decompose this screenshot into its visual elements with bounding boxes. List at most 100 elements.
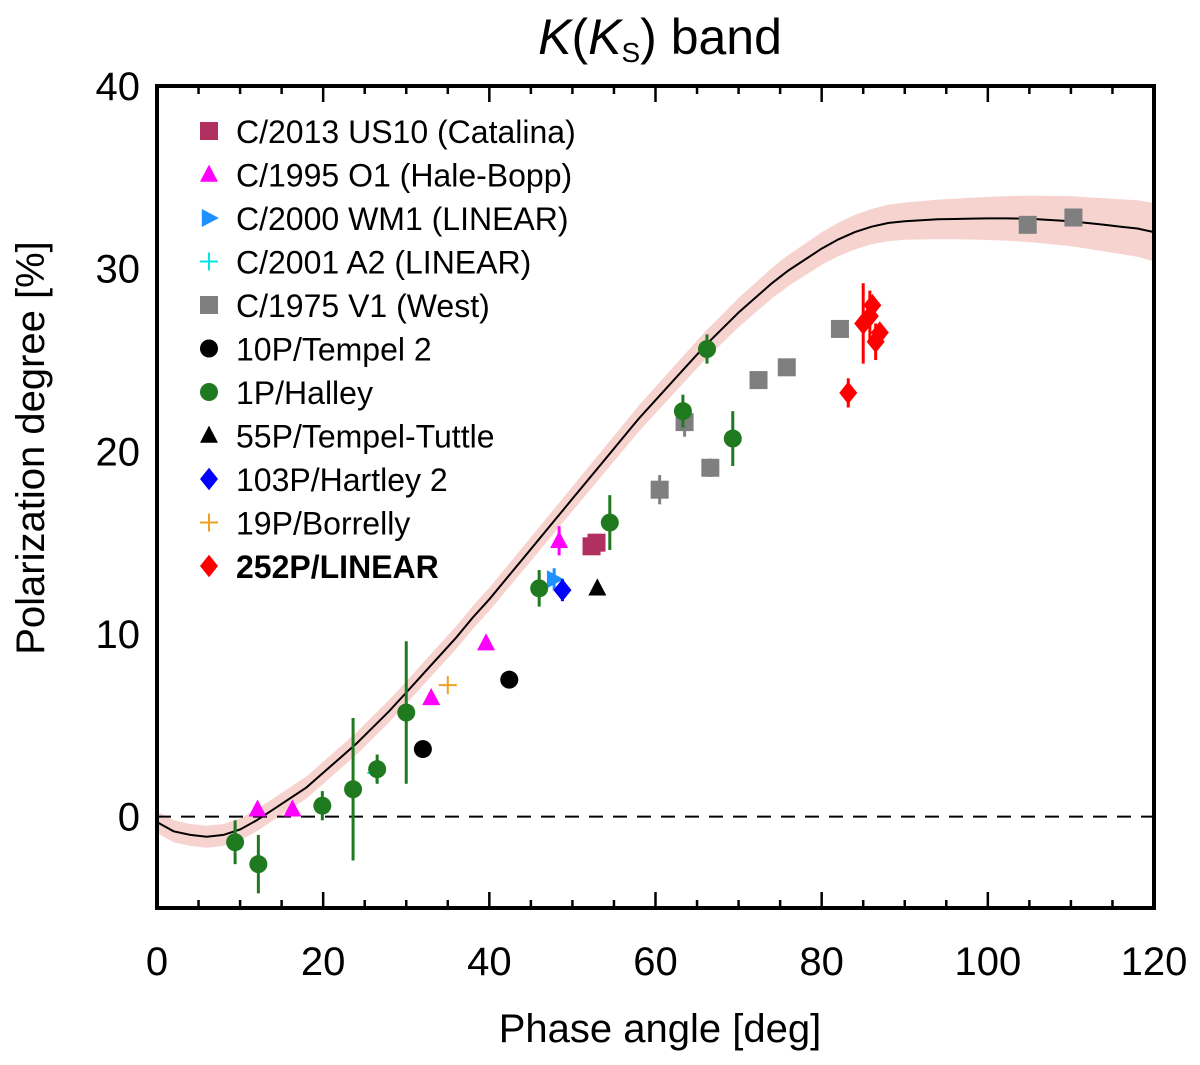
tick-labels-layer: 0 20 40 60 80 100 120 0 10 20 30 40	[96, 65, 1188, 984]
x-tick-label: 100	[954, 940, 1021, 984]
series-7	[588, 578, 607, 596]
series-6-point-10	[723, 429, 742, 448]
legend-marker-9	[200, 513, 218, 532]
series-0-point-1	[587, 533, 606, 552]
series-1-point-3	[477, 633, 496, 651]
series-6-point-0	[226, 833, 245, 852]
legend: C/2013 US10 (Catalina) C/1995 O1 (Hale-Bo…	[200, 114, 576, 585]
series-4-point-6	[1018, 215, 1037, 234]
chart-title-text: K(KS) band	[538, 9, 782, 68]
series-9	[438, 676, 457, 695]
x-tick-label: 20	[301, 940, 346, 984]
legend-marker-0	[200, 122, 218, 140]
series-4-point-7	[1064, 208, 1083, 227]
legend-item-6: 1P/Halley	[200, 375, 373, 411]
series-8	[553, 578, 572, 602]
series-10	[839, 283, 889, 408]
legend-item-2: C/2000 WM1 (LINEAR)	[201, 201, 569, 237]
legend-item-0: C/2013 US10 (Catalina)	[200, 114, 576, 150]
legend-label-2: C/2000 WM1 (LINEAR)	[236, 201, 569, 237]
legend-label-4: C/1975 V1 (West)	[236, 288, 490, 324]
x-tick-label: 60	[633, 940, 678, 984]
title-sub-main: K	[588, 9, 624, 65]
series-4-point-2	[701, 458, 720, 477]
fit-curve	[156, 217, 1155, 838]
series-10-point-3	[863, 293, 882, 317]
x-tick-label: 80	[799, 940, 844, 984]
series-6-point-7	[600, 513, 619, 532]
axes-layer	[155, 84, 1156, 910]
series-5-point-1	[500, 670, 519, 689]
legend-item-1: C/1995 O1 (Hale-Bopp)	[200, 158, 572, 194]
series-4	[650, 208, 1083, 505]
legend-item-3: C/2001 A2 (LINEAR)	[200, 245, 531, 281]
legend-label-5: 10P/Tempel 2	[236, 332, 432, 368]
series-1-point-4	[550, 530, 569, 549]
series-6-point-1	[249, 855, 268, 874]
series-7-point-0	[588, 578, 607, 596]
series-6	[226, 334, 742, 894]
series-6-point-2	[313, 796, 332, 815]
y-axis-label: Polarization degree [%]	[9, 241, 53, 655]
legend-label-8: 103P/Hartley 2	[236, 462, 448, 498]
legend-marker-10	[200, 554, 218, 578]
y-tick-label: 0	[118, 796, 140, 840]
legend-marker-5	[200, 339, 218, 358]
title-paren-open: (	[571, 9, 588, 65]
legend-label-7: 55P/Tempel-Tuttle	[236, 419, 494, 455]
legend-marker-6	[200, 383, 218, 401]
series-4-point-3	[749, 371, 768, 390]
x-tick-label: 0	[146, 940, 168, 984]
series-6-point-3	[344, 780, 363, 799]
series-5-point-0	[413, 740, 432, 759]
legend-marker-4	[200, 296, 218, 314]
legend-item-5: 10P/Tempel 2	[200, 332, 432, 368]
legend-item-7: 55P/Tempel-Tuttle	[200, 419, 494, 455]
series-6-point-5	[397, 703, 416, 722]
legend-item-4: C/1975 V1 (West)	[200, 288, 490, 324]
series-10-point-5	[870, 321, 889, 344]
title-rest: band	[657, 9, 782, 65]
series-4-point-5	[830, 319, 849, 338]
title-paren-close: )	[640, 9, 657, 65]
legend-item-8: 103P/Hartley 2	[200, 462, 448, 498]
series-1-point-0	[248, 799, 267, 817]
legend-label-3: C/2001 A2 (LINEAR)	[236, 245, 531, 281]
x-tick-label: 40	[467, 940, 512, 984]
series-0	[582, 533, 606, 556]
legend-marker-2	[201, 209, 219, 227]
legend-item-9: 19P/Borrelly	[200, 506, 410, 542]
series-5	[413, 670, 519, 759]
legend-label-0: C/2013 US10 (Catalina)	[236, 114, 576, 150]
series-4-point-4	[777, 358, 796, 377]
x-axis-label: Phase angle [deg]	[499, 1007, 821, 1051]
legend-label-10: 252P/LINEAR	[236, 549, 439, 585]
series-6-point-6	[530, 579, 549, 598]
legend-marker-8	[200, 467, 218, 491]
legend-marker-7	[200, 425, 218, 443]
legend-item-10: 252P/LINEAR	[200, 549, 439, 585]
series-6-point-4	[368, 760, 387, 779]
legend-label-1: C/1995 O1 (Hale-Bopp)	[236, 158, 572, 194]
y-tick-label: 40	[96, 65, 141, 109]
series-6-point-9	[698, 340, 717, 359]
x-tick-label: 120	[1121, 940, 1188, 984]
legend-marker-3	[200, 252, 218, 271]
legend-label-9: 19P/Borrelly	[236, 506, 410, 542]
y-tick-label: 20	[96, 430, 141, 474]
series-2	[546, 568, 565, 591]
chart-title: K(KS) band	[538, 9, 782, 68]
data-points-layer	[226, 208, 1083, 894]
series-1	[248, 526, 569, 817]
series-4-point-0	[650, 480, 669, 499]
title-sub-script: S	[621, 37, 640, 68]
series-1-point-2	[422, 688, 441, 706]
series-10-point-0	[839, 381, 858, 405]
y-tick-label: 30	[96, 248, 141, 292]
series-2-point-0	[546, 570, 565, 589]
series-1-point-1	[283, 799, 302, 817]
series-8-point-0	[553, 578, 572, 602]
title-main: K	[538, 9, 574, 65]
